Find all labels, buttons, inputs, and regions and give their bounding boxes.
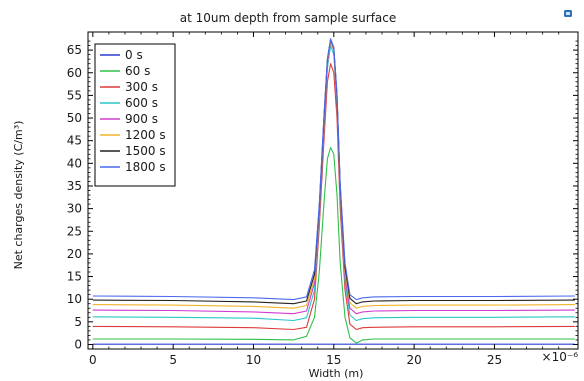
legend-label: 0 s [125,48,143,62]
y-axis-title: Net charges density (C/m³) [12,121,25,270]
legend-box [94,43,176,187]
legend: 0 s 60 s 300 s 600 s 900 s 1200 s 1500 s 1800 s [94,43,176,187]
x-tick-label: 5 [169,353,177,367]
y-tick-label: 25 [67,224,82,238]
y-tick-label: 55 [67,88,82,102]
y-tick-label: 45 [67,134,82,148]
y-tick-label: 15 [67,270,82,284]
series-line-300s [92,63,575,331]
legend-label: 900 s [125,112,158,126]
legend-label: 1500 s [125,144,166,158]
series-line-60s [92,146,575,344]
legend-label: 1200 s [125,128,166,142]
legend-label: 1800 s [125,160,166,174]
y-tick-label: 5 [74,315,82,329]
x-axis-title: Width (m) [309,367,364,380]
x-tick-label: 15 [326,353,341,367]
chart-title: at 10um depth from sample surface [180,11,397,25]
y-tick-label: 30 [67,202,82,216]
y-tick-label: 60 [67,66,82,80]
y-tick-label: 65 [67,43,82,57]
y-tick-label: 10 [67,292,82,306]
x-tick-label: 20 [406,353,421,367]
y-tick-label: 50 [67,111,82,125]
x-tick-label: 25 [487,353,502,367]
y-tick-label: 35 [67,179,82,193]
series-line-1800s [92,38,575,301]
y-tick-label: 20 [67,247,82,261]
y-tick-label: 40 [67,156,82,170]
legend-label: 300 s [125,80,158,94]
legend-label: 60 s [125,64,150,78]
legend-label: 600 s [125,96,158,110]
y-tick-label: 0 [74,337,82,351]
corner-button[interactable] [564,10,572,17]
axes: 0 5 10 15 20 25 0 5 10 15 20 25 30 35 40 45 50 55 60 65 [67,31,579,367]
x-axis-multiplier: ×10⁻⁶ [542,350,579,364]
x-tick-label: 10 [246,353,261,367]
x-tick-label: 0 [89,353,97,367]
